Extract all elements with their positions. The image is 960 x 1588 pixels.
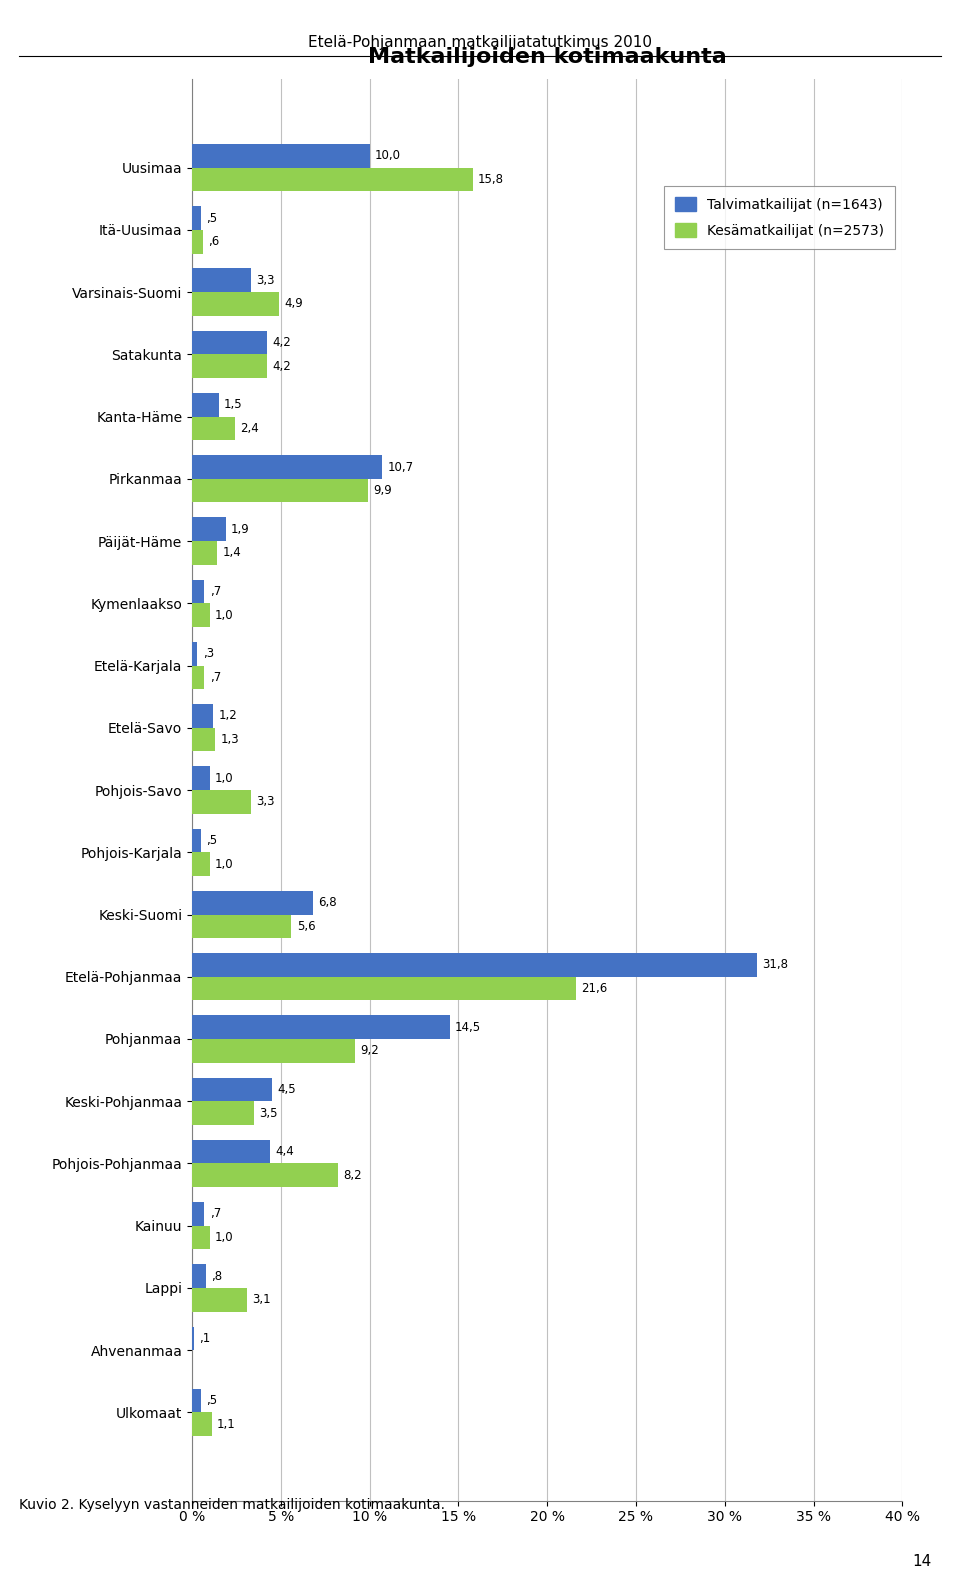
Bar	[192, 853, 209, 877]
Bar	[192, 915, 292, 939]
Text: 15,8: 15,8	[478, 173, 504, 186]
Text: ,5: ,5	[206, 211, 217, 224]
Text: ,7: ,7	[209, 1207, 221, 1220]
Bar	[192, 1202, 204, 1226]
Bar	[192, 456, 382, 480]
Text: 3,3: 3,3	[256, 273, 275, 287]
Text: 9,9: 9,9	[373, 484, 392, 497]
Text: ,7: ,7	[209, 584, 221, 599]
Text: 4,2: 4,2	[272, 360, 291, 373]
Bar	[192, 580, 204, 603]
Text: ,5: ,5	[206, 1394, 217, 1407]
Bar	[192, 977, 576, 1000]
Legend: Talvimatkailijat (n=1643), Kesämatkailijat (n=2573): Talvimatkailijat (n=1643), Kesämatkailij…	[664, 186, 896, 249]
Text: 1,2: 1,2	[219, 710, 237, 723]
Text: 10,7: 10,7	[388, 461, 414, 473]
Bar	[192, 1140, 270, 1164]
Text: ,8: ,8	[211, 1270, 223, 1283]
Text: ,6: ,6	[208, 235, 219, 248]
Bar	[192, 292, 279, 316]
Bar	[192, 642, 198, 665]
Bar	[192, 230, 203, 254]
Text: 2,4: 2,4	[240, 422, 258, 435]
Bar	[192, 392, 219, 416]
Bar	[192, 1015, 449, 1039]
Text: ,3: ,3	[203, 648, 214, 661]
Bar	[192, 665, 204, 689]
Text: 1,0: 1,0	[215, 858, 233, 870]
Text: 3,3: 3,3	[256, 796, 275, 808]
Text: 4,4: 4,4	[276, 1145, 294, 1158]
Bar	[192, 1039, 355, 1062]
Bar	[192, 542, 217, 565]
Text: 5,6: 5,6	[297, 919, 316, 932]
Bar	[192, 1100, 254, 1124]
Text: 1,5: 1,5	[224, 399, 243, 411]
Text: 9,2: 9,2	[361, 1045, 379, 1058]
Text: 3,1: 3,1	[252, 1293, 271, 1307]
Bar	[192, 416, 234, 440]
Bar	[192, 1226, 209, 1250]
Bar	[192, 1326, 194, 1350]
Bar	[192, 168, 472, 191]
Bar	[192, 1288, 247, 1312]
Bar	[192, 727, 215, 751]
Text: 1,0: 1,0	[215, 772, 233, 784]
Bar	[192, 268, 251, 292]
Text: 1,3: 1,3	[221, 734, 239, 746]
Bar	[192, 1078, 272, 1100]
Text: 21,6: 21,6	[581, 981, 607, 996]
Text: 8,2: 8,2	[343, 1169, 362, 1181]
Text: 4,2: 4,2	[272, 337, 291, 349]
Bar	[192, 767, 209, 791]
Text: ,5: ,5	[206, 834, 217, 846]
Bar	[192, 891, 313, 915]
Bar	[192, 791, 251, 813]
Text: 14: 14	[912, 1555, 931, 1569]
Text: 10,0: 10,0	[375, 149, 401, 162]
Bar	[192, 703, 213, 727]
Text: 14,5: 14,5	[455, 1021, 481, 1034]
Bar	[192, 603, 209, 627]
Bar	[192, 1412, 211, 1436]
Bar	[192, 354, 267, 378]
Text: ,1: ,1	[199, 1332, 210, 1345]
Text: 6,8: 6,8	[318, 896, 337, 910]
Text: 31,8: 31,8	[762, 959, 788, 972]
Bar	[192, 1164, 338, 1188]
Text: Kuvio 2. Kyselyyn vastanneiden matkailijoiden kotimaakunta.: Kuvio 2. Kyselyyn vastanneiden matkailij…	[19, 1497, 445, 1512]
Text: 4,9: 4,9	[284, 297, 303, 310]
Text: 1,0: 1,0	[215, 1231, 233, 1243]
Bar	[192, 1264, 206, 1288]
Text: 3,5: 3,5	[259, 1107, 278, 1120]
Text: Etelä-Pohjanmaan matkailijatatutkimus 2010: Etelä-Pohjanmaan matkailijatatutkimus 20…	[308, 35, 652, 49]
Text: 1,4: 1,4	[222, 546, 241, 559]
Bar	[192, 518, 226, 542]
Bar	[192, 330, 267, 354]
Text: ,7: ,7	[209, 670, 221, 684]
Title: Matkailijoiden kotimaakunta: Matkailijoiden kotimaakunta	[368, 46, 727, 67]
Text: 4,5: 4,5	[277, 1083, 296, 1096]
Bar	[192, 206, 201, 230]
Text: 1,9: 1,9	[231, 522, 250, 535]
Bar	[192, 145, 370, 168]
Bar	[192, 829, 201, 853]
Bar	[192, 1390, 201, 1412]
Bar	[192, 953, 756, 977]
Text: 1,0: 1,0	[215, 608, 233, 621]
Bar	[192, 480, 368, 502]
Text: 1,1: 1,1	[217, 1418, 235, 1431]
